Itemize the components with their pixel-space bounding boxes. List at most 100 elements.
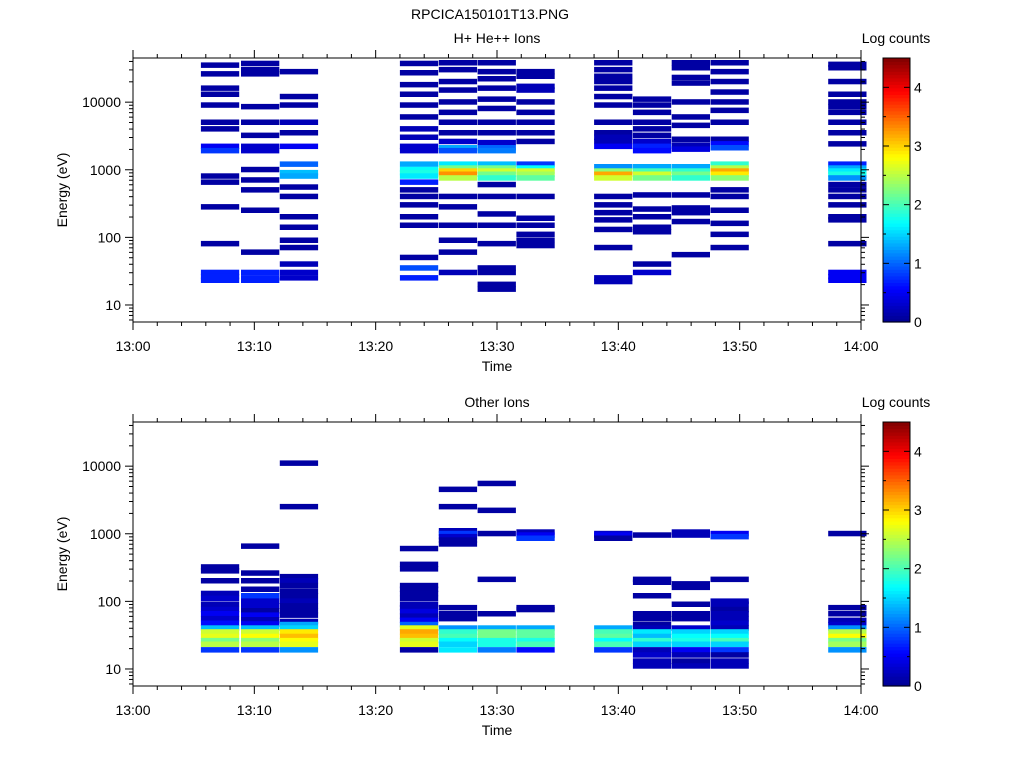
colorbar-segment: [883, 517, 910, 522]
heatmap-cell: [241, 578, 280, 584]
heatmap-cell: [671, 146, 710, 152]
heatmap-cell: [671, 625, 710, 631]
heatmap-cell: [241, 625, 280, 631]
heatmap-cell: [200, 119, 240, 125]
heatmap-cell: [279, 598, 319, 604]
colorbar-segment: [883, 537, 910, 542]
heatmap-cell: [516, 161, 555, 167]
heatmap-cell: [671, 647, 710, 653]
heatmap-cell: [516, 222, 555, 228]
heatmap-cell: [200, 601, 240, 607]
heatmap-cell: [399, 608, 439, 615]
heatmap-cell: [438, 486, 478, 493]
heatmap-cell: [241, 187, 280, 193]
heatmap-cell: [594, 143, 633, 150]
heatmap-cell: [632, 143, 672, 150]
colorbar-segment: [883, 666, 910, 671]
heatmap-cell: [477, 147, 516, 154]
colorbar-segment: [883, 219, 910, 224]
heatmap-cell: [710, 145, 749, 151]
heatmap-cell: [632, 132, 672, 139]
heatmap-cell: [241, 132, 280, 139]
heatmap-cell: [828, 633, 867, 640]
colorbar-segment: [883, 530, 910, 535]
colorbar-segment: [883, 435, 910, 440]
heatmap-cell: [279, 214, 319, 220]
colorbar-segment: [883, 603, 910, 608]
heatmap-cell: [710, 663, 749, 669]
heatmap-cell: [828, 109, 867, 116]
colorbar-segment: [883, 616, 910, 621]
colorbar-segment: [883, 570, 910, 575]
heatmap-cell: [438, 537, 478, 543]
colorbar-segment: [883, 133, 910, 138]
heatmap-cell: [399, 545, 439, 552]
colorbar-segment: [883, 672, 910, 677]
colorbar-segment: [883, 140, 910, 145]
heatmap-cell: [632, 532, 672, 538]
colorbar-segment: [883, 318, 910, 323]
heatmap-cell: [516, 629, 555, 635]
heatmap-cell: [516, 109, 555, 116]
heatmap-cell: [438, 60, 478, 66]
heatmap-cell: [438, 130, 478, 136]
heatmap-cell: [279, 603, 319, 609]
heatmap-cell: [594, 625, 633, 631]
heatmap-cell: [516, 83, 555, 90]
heatmap-cell: [200, 641, 240, 647]
heatmap-cell: [671, 663, 710, 669]
x-tick-label: 13:50: [722, 338, 757, 354]
heatmap-cell: [516, 87, 555, 93]
colorbar-segment: [883, 104, 910, 109]
heatmap-cell: [477, 181, 516, 188]
heatmap-cell: [828, 617, 867, 624]
colorbar-segment: [883, 246, 910, 250]
heatmap-cell: [710, 220, 749, 227]
heatmap-cell: [399, 621, 439, 628]
colorbar-segment: [883, 540, 910, 545]
heatmap-cell: [241, 543, 280, 549]
y-tick-label: 10000: [82, 94, 121, 110]
colorbar-segment: [883, 282, 910, 287]
heatmap-cell: [279, 618, 319, 625]
colorbar-segment: [883, 573, 910, 578]
colorbar-segment: [883, 256, 910, 260]
heatmap-cell: [516, 532, 555, 538]
heatmap-cell: [828, 214, 867, 220]
heatmap-cell: [710, 231, 749, 238]
heatmap-cell: [241, 66, 280, 73]
colorbar-segment: [883, 606, 910, 611]
heatmap-cell: [279, 269, 319, 276]
heatmap-cell: [399, 582, 439, 589]
heatmap-cell: [632, 625, 672, 631]
heatmap-cell: [279, 130, 319, 136]
heatmap-cell: [399, 166, 439, 173]
colorbar-segment: [883, 199, 910, 204]
heatmap-cell: [279, 593, 319, 599]
heatmap-cell: [632, 224, 672, 230]
colorbar-segment: [883, 163, 910, 168]
colorbar-segment: [883, 534, 910, 539]
heatmap-cell: [594, 217, 633, 223]
heatmap-cell: [279, 237, 319, 243]
heatmap-cell: [279, 629, 319, 635]
heatmap-cell: [241, 570, 280, 576]
heatmap-cell: [399, 60, 439, 67]
colorbar-segment: [883, 494, 910, 499]
heatmap-cell: [477, 637, 516, 644]
colorbar-segment: [883, 120, 910, 125]
colorbar-segment: [883, 292, 910, 297]
heatmap-cell: [241, 60, 280, 67]
heatmap-cell: [710, 647, 749, 653]
heatmap-cell: [594, 93, 633, 100]
colorbar-segment: [883, 117, 910, 122]
y-tick-label: 1000: [90, 526, 121, 542]
heatmap-cell: [632, 579, 672, 585]
heatmap-cell: [632, 119, 672, 125]
colorbar-segment: [883, 422, 910, 426]
heatmap-cell: [710, 141, 749, 147]
colorbar-segment: [883, 94, 910, 99]
heatmap-cell: [399, 590, 439, 597]
heatmap-cell: [828, 637, 867, 644]
heatmap-cell: [710, 633, 749, 640]
